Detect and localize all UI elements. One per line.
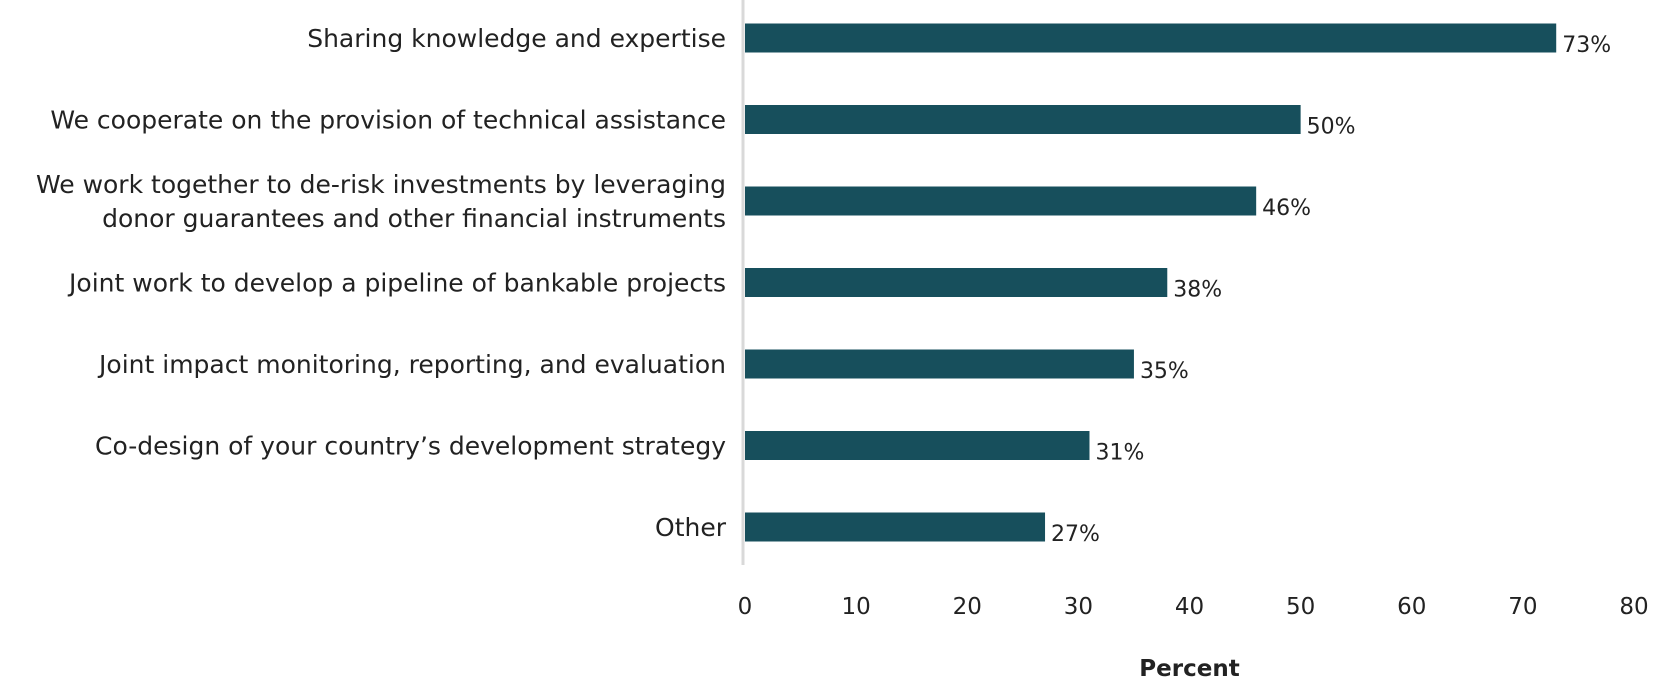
category-label: donor guarantees and other financial ins… [102, 204, 726, 233]
data-label: 38% [1173, 278, 1222, 303]
bar [745, 349, 1134, 379]
x-axis-title: Percent [1139, 656, 1239, 682]
category-label: We cooperate on the provision of technic… [50, 106, 726, 135]
category-label: Joint impact monitoring, reporting, and … [97, 350, 726, 379]
x-tick-labels: 0 10 20 30 40 50 60 70 80 [738, 594, 1649, 620]
bar [745, 105, 1301, 134]
x-tick-label: 60 [1397, 594, 1426, 620]
bar [745, 23, 1557, 53]
x-tick-label: 0 [738, 594, 753, 620]
x-tick-label: 70 [1508, 594, 1537, 620]
data-label: 35% [1140, 359, 1189, 384]
data-label: 27% [1051, 522, 1100, 547]
value-labels: 73% 50% 46% 38% 35% 31% 27% [1051, 33, 1611, 547]
bar [745, 431, 1090, 460]
x-tick-label: 50 [1286, 594, 1315, 620]
bar [745, 512, 1046, 542]
category-label: Co-design of your country’s development … [95, 432, 726, 461]
data-label: 73% [1562, 33, 1611, 58]
category-label: Sharing knowledge and expertise [307, 24, 726, 53]
bars-group [745, 23, 1557, 542]
x-tick-label: 20 [953, 594, 982, 620]
category-label: We work together to de-risk investments … [36, 170, 726, 199]
bar [745, 268, 1168, 297]
category-labels: Sharing knowledge and expertise We cooper… [36, 24, 727, 542]
category-label: Joint work to develop a pipeline of bank… [67, 269, 726, 298]
category-label: Other [655, 513, 727, 542]
x-tick-label: 10 [841, 594, 870, 620]
data-label: 46% [1262, 196, 1311, 221]
x-tick-label: 40 [1175, 594, 1204, 620]
data-label: 31% [1095, 441, 1144, 466]
x-tick-label: 30 [1064, 594, 1093, 620]
x-tick-label: 80 [1619, 594, 1648, 620]
bar [745, 186, 1257, 216]
data-label: 50% [1307, 115, 1356, 140]
